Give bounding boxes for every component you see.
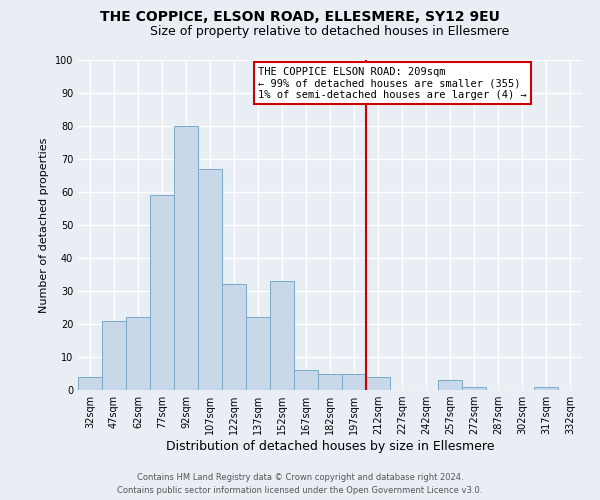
Text: THE COPPICE, ELSON ROAD, ELLESMERE, SY12 9EU: THE COPPICE, ELSON ROAD, ELLESMERE, SY12… [100,10,500,24]
Bar [438,380,462,390]
Bar [126,318,150,390]
Bar [150,196,174,390]
Bar [534,386,558,390]
Bar [222,284,246,390]
Bar [246,318,270,390]
Bar [294,370,318,390]
Bar [342,374,366,390]
Bar [462,386,486,390]
Bar [366,377,390,390]
Bar [102,320,126,390]
Y-axis label: Number of detached properties: Number of detached properties [39,138,49,312]
Bar [270,281,294,390]
X-axis label: Distribution of detached houses by size in Ellesmere: Distribution of detached houses by size … [166,440,494,453]
Bar [198,169,222,390]
Bar [78,377,102,390]
Text: THE COPPICE ELSON ROAD: 209sqm
← 99% of detached houses are smaller (355)
1% of : THE COPPICE ELSON ROAD: 209sqm ← 99% of … [258,66,527,100]
Title: Size of property relative to detached houses in Ellesmere: Size of property relative to detached ho… [151,25,509,38]
Bar [318,374,342,390]
Text: Contains HM Land Registry data © Crown copyright and database right 2024.
Contai: Contains HM Land Registry data © Crown c… [118,474,482,495]
Bar [174,126,198,390]
